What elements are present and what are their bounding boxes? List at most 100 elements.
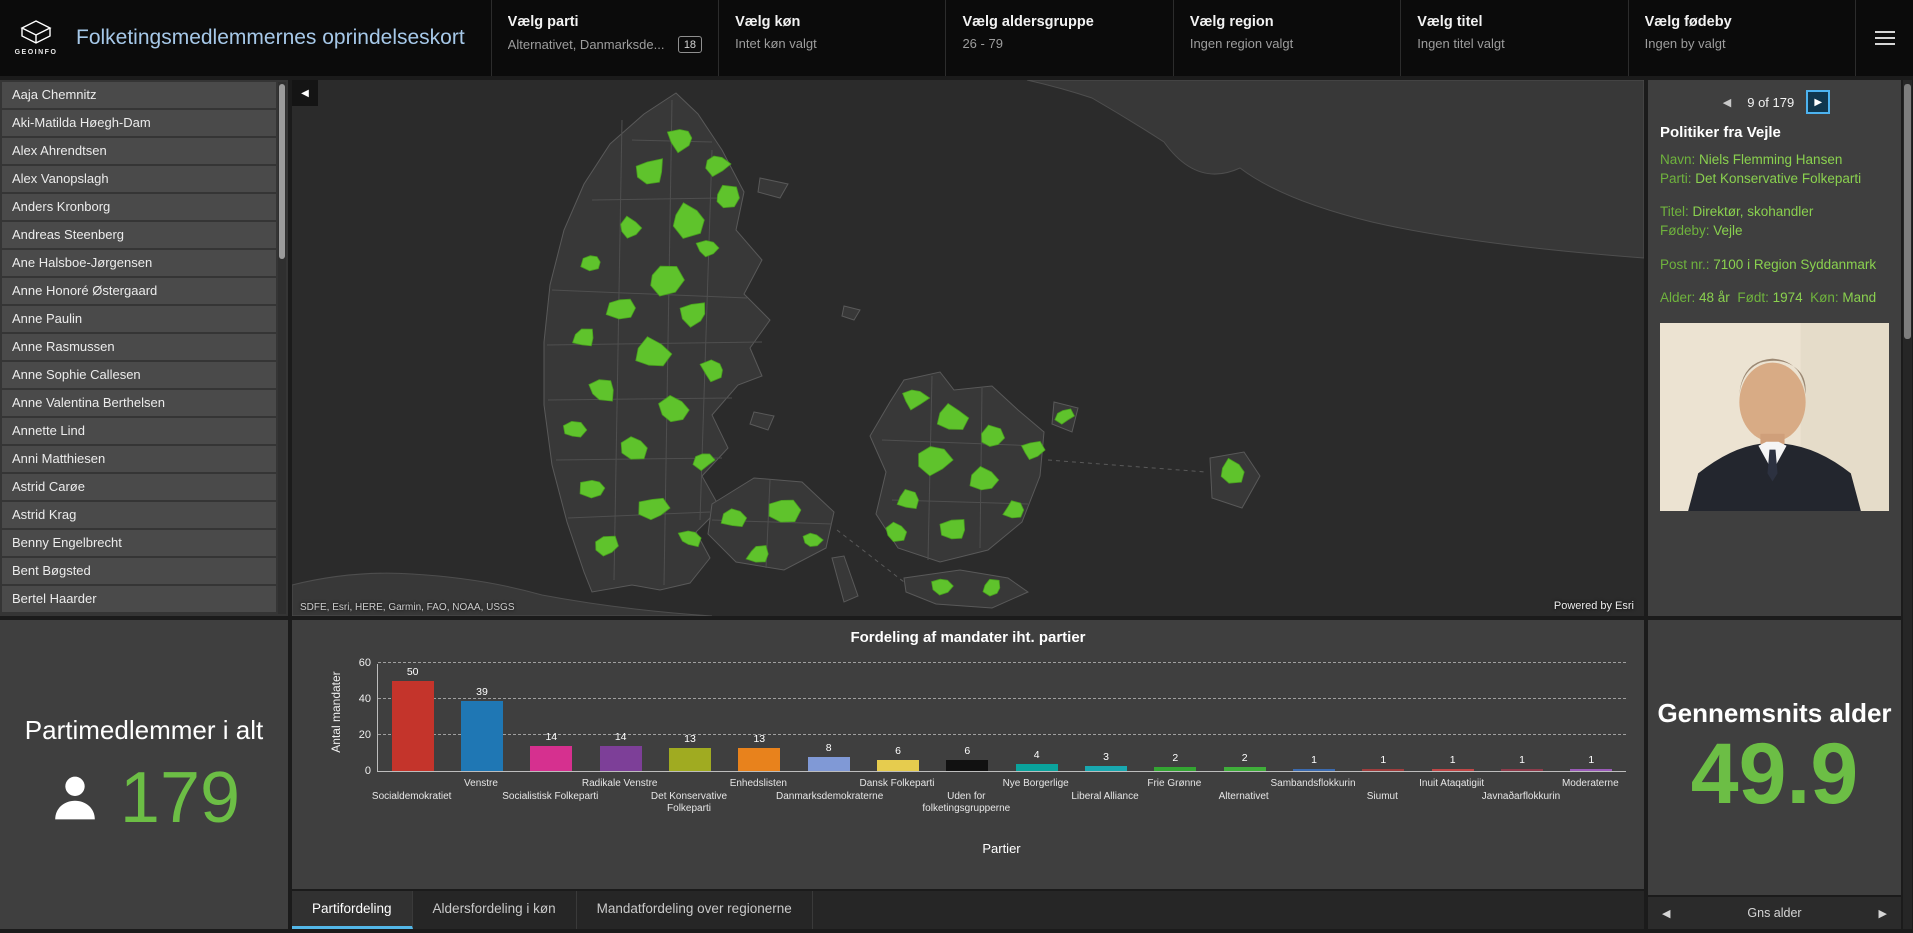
x-axis-category-label: Siumut: [1331, 791, 1434, 803]
filter-foedeby[interactable]: Vælg fødebyIngen by valgt: [1628, 0, 1855, 76]
details-fields: Navn: Niels Flemming HansenParti: Det Ko…: [1660, 151, 1889, 308]
bar-liberal-alliance[interactable]: [1085, 766, 1127, 771]
collapse-panel-button[interactable]: ◀: [292, 80, 318, 106]
filter-parti[interactable]: Vælg partiAlternativet, Danmarksde...18: [491, 0, 718, 76]
total-members-value: 179: [120, 762, 240, 834]
field-value: 48 år: [1695, 290, 1730, 305]
tab-aldersfordeling-i-k-n[interactable]: Aldersfordeling i køn: [413, 891, 577, 929]
member-list-item[interactable]: Astrid Krag: [2, 502, 276, 528]
bar-dansk-folkeparti[interactable]: [877, 760, 919, 771]
member-list-item[interactable]: Annette Lind: [2, 418, 276, 444]
filter-selected-value: 26 - 79: [962, 36, 1002, 51]
bar-uden-for-folketingsgrupperne[interactable]: [946, 760, 988, 771]
member-list-item[interactable]: Anne Rasmussen: [2, 334, 276, 360]
filter-titel[interactable]: Vælg titelIngen titel valgt: [1400, 0, 1627, 76]
member-list-item[interactable]: Alex Vanopslagh: [2, 166, 276, 192]
member-list-item[interactable]: Anne Sophie Callesen: [2, 362, 276, 388]
filter-koen[interactable]: Vælg kønIntet køn valgt: [718, 0, 945, 76]
x-axis-category-label: Radikale Venstre: [568, 778, 671, 790]
member-list-item[interactable]: Anni Matthiesen: [2, 446, 276, 472]
pagination-status: 9 of 179: [1747, 95, 1794, 110]
x-axis-category-label: Sambandsflokkurin: [1261, 778, 1364, 790]
member-list-item[interactable]: Aki-Matilda Høegh-Dam: [2, 110, 276, 136]
previous-stat-button[interactable]: ◀: [1648, 907, 1684, 920]
x-axis-category-label: Uden for folketingsgrupperne: [915, 791, 1018, 815]
filter-aldersgruppe[interactable]: Vælg aldersgruppe26 - 79: [945, 0, 1172, 76]
field-label: Køn:: [1810, 290, 1839, 305]
total-members-panel: Partimedlemmer i alt 179: [0, 620, 288, 929]
bar-value-label: 4: [1002, 749, 1071, 761]
page-scrollbar-thumb[interactable]: [1904, 84, 1911, 339]
member-list-item[interactable]: Astrid Carøe: [2, 474, 276, 500]
bar-radikale-venstre[interactable]: [600, 746, 642, 771]
bar-venstre[interactable]: [461, 701, 503, 771]
filter-selected-value: Ingen region valgt: [1190, 36, 1293, 51]
bar-inuit-ataqatigiit[interactable]: [1432, 769, 1474, 771]
member-list-item[interactable]: Aaja Chemnitz: [2, 82, 276, 108]
map-attribution: SDFE, Esri, HERE, Garmin, FAO, NOAA, USG…: [300, 602, 514, 613]
filter-label: Vælg køn: [735, 14, 929, 30]
member-list-item[interactable]: Andreas Steenberg: [2, 222, 276, 248]
bar-alternativet[interactable]: [1224, 767, 1266, 771]
bar-javna-arflokkurin[interactable]: [1501, 769, 1543, 771]
average-age-nav: ◀ Gns alder ▶: [1648, 895, 1901, 929]
bar-value-label: 8: [794, 742, 863, 754]
bar-socialistisk-folkeparti[interactable]: [530, 746, 572, 771]
member-list-item[interactable]: Anne Honoré Østergaard: [2, 278, 276, 304]
details-field-group: Navn: Niels Flemming HansenParti: Det Ko…: [1660, 151, 1889, 188]
member-list-item[interactable]: Bertel Haarder: [2, 586, 276, 612]
member-list-scrollbar[interactable]: [278, 82, 286, 614]
bar-value-label: 14: [517, 731, 586, 743]
bar-sambandsflokkurin[interactable]: [1293, 769, 1335, 771]
total-members-label: Partimedlemmer i alt: [25, 715, 263, 746]
tab-mandatfordeling-over-regionerne[interactable]: Mandatfordeling over regionerne: [577, 891, 813, 929]
geoinfo-logo-icon: [20, 20, 52, 46]
filter-region[interactable]: Vælg regionIngen region valgt: [1173, 0, 1400, 76]
bar-moderaterne[interactable]: [1570, 769, 1612, 771]
gridline: [378, 662, 1626, 663]
menu-button[interactable]: [1855, 0, 1913, 76]
scrollbar-thumb[interactable]: [279, 84, 285, 259]
tab-partifordeling[interactable]: Partifordeling: [292, 891, 413, 929]
esri-credit: Powered by Esri: [1554, 600, 1634, 612]
details-field-group: Alder: 48 år Født: 1974 Køn: Mand: [1660, 289, 1889, 308]
x-axis-category-label: Venstre: [429, 778, 532, 790]
member-list-item[interactable]: Anders Kronborg: [2, 194, 276, 220]
bar-value-label: 2: [1141, 752, 1210, 764]
next-stat-button[interactable]: ▶: [1865, 907, 1901, 920]
page-scrollbar[interactable]: [1903, 80, 1912, 929]
bar-socialdemokratiet[interactable]: [392, 681, 434, 771]
chart-panel: Fordeling af mandater iht. partier Antal…: [292, 620, 1644, 929]
field-value: Vejle: [1710, 223, 1743, 238]
highlighted-municipality[interactable]: [606, 299, 635, 319]
bar-det-konservative-folkeparti[interactable]: [669, 748, 711, 771]
highlighted-municipality[interactable]: [717, 185, 739, 207]
details-title: Politiker fra Vejle: [1660, 124, 1889, 141]
member-list-item[interactable]: Anne Paulin: [2, 306, 276, 332]
bar-enhedslisten[interactable]: [738, 748, 780, 771]
bar-danmarksdemokraterne[interactable]: [808, 757, 850, 771]
highlighted-municipality[interactable]: [769, 500, 801, 522]
chart-plot-area: 0204060503914141313866432211111: [377, 664, 1626, 772]
filter-bar: Vælg partiAlternativet, Danmarksde...18V…: [491, 0, 1855, 76]
bar-frie-gr-nne[interactable]: [1154, 767, 1196, 771]
member-list-item[interactable]: Alex Ahrendtsen: [2, 138, 276, 164]
chart-tab-bar: PartifordelingAldersfordeling i kønManda…: [292, 889, 1644, 929]
bar-siumut[interactable]: [1362, 769, 1404, 771]
field-label: Post nr.:: [1660, 257, 1710, 272]
app-logo: GEOINFO: [0, 0, 72, 76]
map-canvas[interactable]: [292, 80, 1644, 616]
member-list-item[interactable]: Benny Engelbrecht: [2, 530, 276, 556]
x-axis-category-label: Dansk Folkeparti: [845, 778, 948, 790]
previous-feature-button[interactable]: ◀: [1719, 92, 1735, 113]
next-feature-button[interactable]: ▶: [1806, 90, 1830, 114]
stat-nav-label: Gns alder: [1684, 906, 1864, 920]
member-list-item[interactable]: Ane Halsboe-Jørgensen: [2, 250, 276, 276]
member-list-item[interactable]: Anne Valentina Berthelsen: [2, 390, 276, 416]
member-list-item[interactable]: Bent Bøgsted: [2, 558, 276, 584]
x-axis-category-label: Det Konservative Folkeparti: [637, 791, 740, 815]
average-age-value: 49.9: [1691, 731, 1858, 817]
person-icon: [48, 771, 102, 825]
bar-value-label: 14: [586, 731, 655, 743]
bar-nye-borgerlige[interactable]: [1016, 764, 1058, 771]
